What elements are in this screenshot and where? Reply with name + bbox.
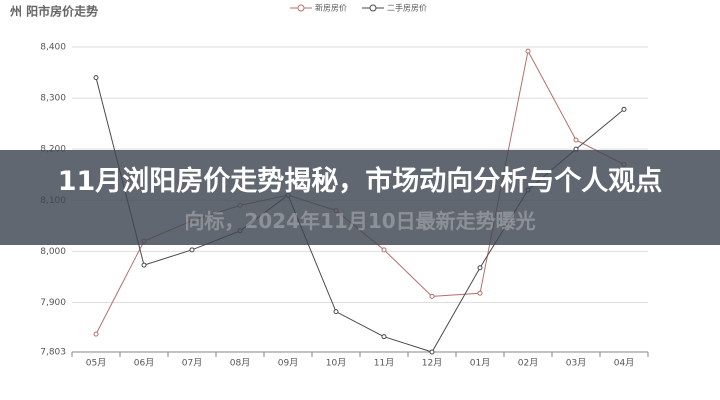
x-tick-label: 07月 [182,358,202,369]
point [189,247,195,253]
point [525,48,531,54]
y-tick-label: 8,400 [40,43,66,53]
y-tick-label: 7,803 [40,348,66,358]
legend-label: 二手房房价 [387,3,427,13]
x-tick-label: 12月 [422,358,442,369]
point [477,265,483,271]
y-tick-label: 8,000 [40,247,66,257]
point [573,137,579,143]
x-tick-label: 06月 [134,358,154,369]
banner: 向标，2024年11月10日最新走势曝光 11月浏阳房价走势揭秘，市场动向分析与… [0,150,720,245]
legend-label: 新房房价 [315,3,347,13]
point [93,75,99,81]
x-tick-label: 11月 [374,358,394,369]
point [621,106,627,112]
point [429,349,435,355]
x-tick-label: 01月 [470,358,490,369]
point [333,309,339,315]
x-tick-label: 05月 [86,358,106,369]
x-tick-label: 03月 [566,358,586,369]
x-tick-label: 04月 [614,358,634,369]
y-tick-label: 7,900 [40,298,66,308]
point [477,290,483,296]
x-tick-label: 08月 [230,358,250,369]
legend-marker [369,4,377,12]
x-tick-label: 02月 [518,358,538,369]
point [429,293,435,299]
point [93,331,99,337]
x-tick-label: 09月 [278,358,298,369]
x-tick-label: 10月 [326,358,346,369]
y-tick-label: 8,300 [40,94,66,104]
banner-title: 11月浏阳房价走势揭秘，市场动向分析与个人观点 [57,166,663,197]
point [141,262,147,268]
banner-subtitle: 向标，2024年11月10日最新走势曝光 [184,209,536,233]
point [381,334,387,340]
y-tick-label: 8,200 [40,145,66,155]
chart-title: 州 阳市房价走势 [9,4,98,19]
legend-marker [297,4,305,12]
point [381,247,387,253]
